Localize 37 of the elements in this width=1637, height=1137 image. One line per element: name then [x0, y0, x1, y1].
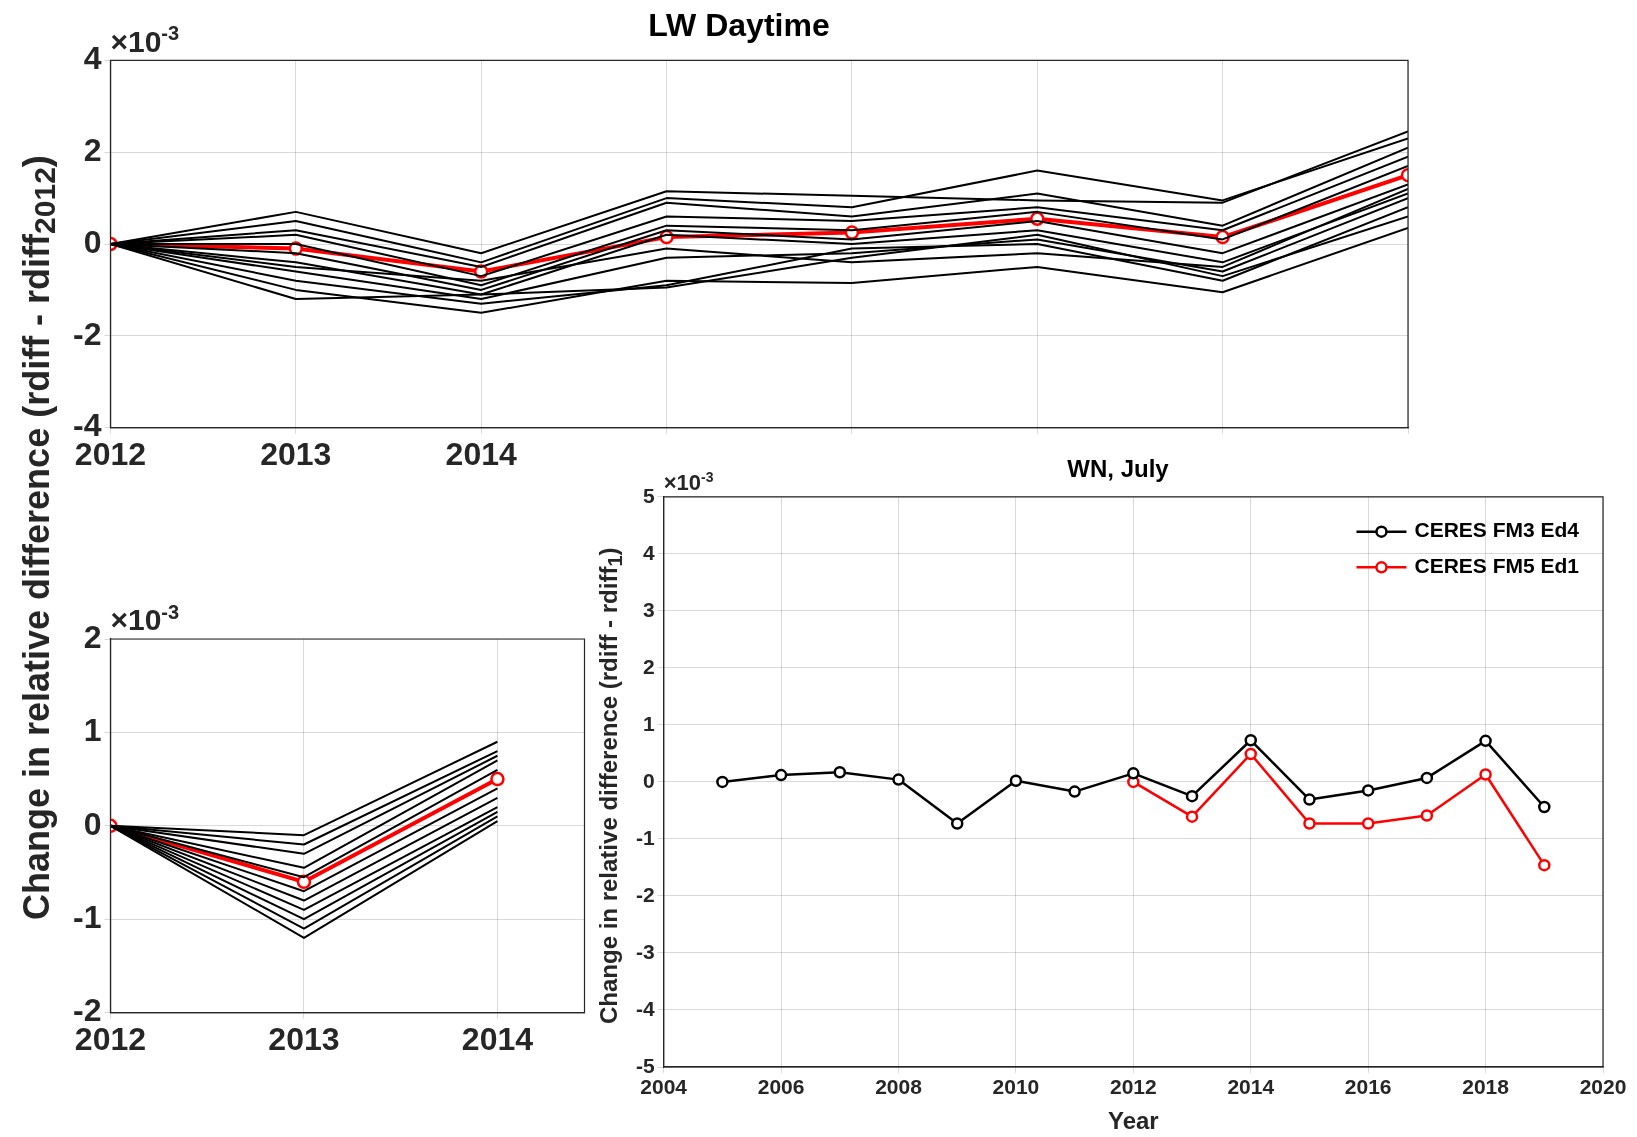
y-tick-label: 5 [642, 483, 655, 507]
y-tick-label: -5 [635, 1053, 655, 1077]
x-tick-label: 2006 [757, 1075, 805, 1099]
y-tick-label: -2 [635, 882, 655, 906]
x-tick-label: 2013 [260, 435, 332, 472]
x-tick-label: 2012 [1109, 1075, 1157, 1099]
x-axis-title: Year [1107, 1107, 1159, 1135]
y-tick-label: 1 [642, 711, 655, 735]
x-tick-label: 2013 [268, 1020, 340, 1057]
x-tick-label: 2014 [1227, 1075, 1275, 1099]
x-tick-label: 2014 [445, 435, 517, 472]
y-tick-label: 4 [83, 40, 102, 77]
y-tick-label: -2 [73, 315, 102, 352]
x-tick-label: 2004 [640, 1075, 688, 1099]
x-tick-label: 2010 [992, 1075, 1040, 1099]
y-tick-label: -4 [635, 996, 655, 1020]
x-tick-label: 2008 [875, 1075, 923, 1099]
y-tick-label: 2 [83, 618, 102, 655]
y-tick-label: 3 [642, 597, 655, 621]
legend-label: CERES FM3 Ed4 [1414, 518, 1580, 542]
y-tick-label: 0 [642, 768, 655, 792]
y-tick-label: -3 [635, 939, 655, 963]
y-tick-label: 1 [83, 712, 102, 749]
legend-label: CERES FM5 Ed1 [1414, 554, 1580, 578]
x-tick-label: 2016 [1344, 1075, 1392, 1099]
y-tick-label: -1 [73, 899, 102, 936]
y-tick-label: -1 [635, 825, 655, 849]
chart-title: WN, July [1067, 455, 1170, 483]
y-tick-label: 2 [642, 654, 655, 678]
x-tick-label: 2020 [1579, 1075, 1627, 1099]
y-tick-label: 0 [83, 805, 102, 842]
x-tick-label: 2018 [1462, 1075, 1510, 1099]
y-tick-label: 0 [83, 223, 102, 260]
y-tick-label: 2 [83, 132, 102, 169]
x-tick-label: 2014 [461, 1020, 534, 1057]
chart-title: LW Daytime [648, 7, 830, 44]
y-tick-label: 4 [642, 540, 655, 564]
